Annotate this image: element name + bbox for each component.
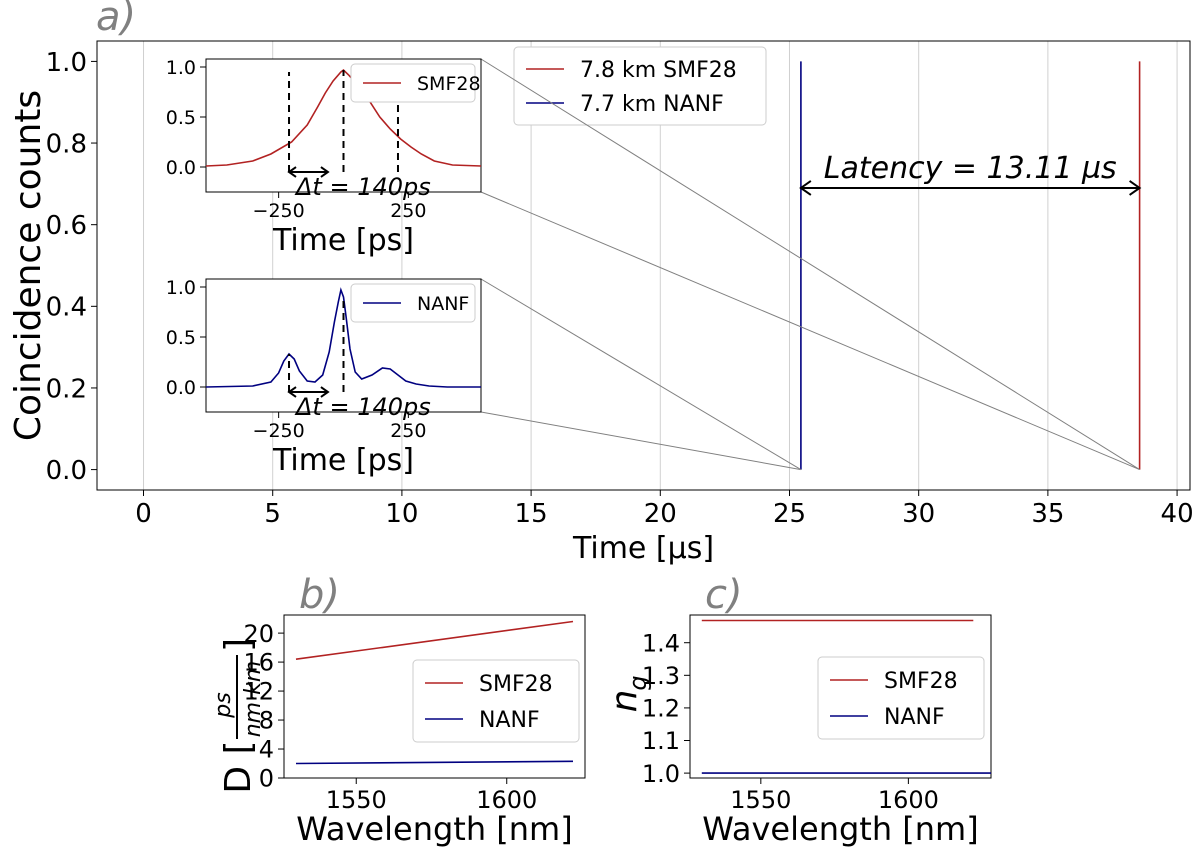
y-tick-label: 8 (259, 707, 274, 735)
y-axis-label-symbol: D [ (218, 740, 259, 793)
delta-t-arrow-head-left (287, 166, 297, 178)
legend-entry: SMF28 (479, 672, 553, 697)
x-axis-label: Time [µs] (572, 531, 714, 566)
y-tick-label: 0.2 (46, 374, 87, 404)
delta-t-arrow-head-right (320, 386, 330, 398)
delta-t-annotation: Δt = 140ps (294, 393, 431, 421)
delta-t-arrow-head-right (320, 166, 330, 178)
y-axis-label-numerator: ps (211, 692, 236, 718)
x-tick-label: 250 (390, 200, 426, 222)
plot-frame (283, 614, 586, 779)
series-line-nanf (295, 760, 574, 765)
legend-entry: NANF (884, 705, 945, 730)
y-tick-label: 1.2 (642, 695, 680, 723)
y-tick-label: 1.4 (642, 629, 680, 657)
y-tick-label: 1.1 (642, 727, 680, 755)
latency-arrow-head-left (799, 180, 812, 196)
y-axis-label: D [ ps nm·km] (211, 638, 266, 794)
y-axis-label-denominator: nm·km (241, 661, 266, 738)
series-line-nanf (205, 287, 481, 388)
group-index-plot: 1550 1600 1.0 1.1 1.2 1.3 1.4 Wavelength [nm] SM… (604, 614, 992, 848)
x-tick-label: 1600 (476, 786, 537, 814)
legend-entry: NANF (417, 293, 469, 315)
plot-frame (96, 40, 1191, 491)
leader-line (480, 411, 801, 471)
legend-box (350, 63, 476, 103)
legend-entry: SMF28 (884, 669, 958, 694)
x-tick-label: 0 (135, 499, 152, 529)
series-line-smf28 (205, 68, 482, 167)
x-tick-label: 35 (1031, 499, 1064, 529)
legend-box (350, 283, 476, 323)
x-tick-label: 10 (385, 499, 418, 529)
x-tick-label: 20 (644, 499, 677, 529)
x-tick-label: 1600 (878, 786, 939, 814)
y-tick-label: 0 (259, 765, 274, 793)
legend-entry: 7.8 km SMF28 (580, 58, 737, 83)
y-tick-label: 0.4 (46, 293, 87, 323)
y-tick-label: 0.0 (166, 157, 196, 179)
inset-smf28-plot: −250 250 0.0 0.5 1.0 Time [ps] Δt = 140ps SMF28 (166, 57, 482, 258)
legend-box (412, 659, 580, 743)
inset-nanf-plot: −250 250 0.0 0.5 1.0 Time [ps] Δt = 140ps NANF (166, 277, 482, 478)
latency-arrow-head-right (1129, 180, 1142, 196)
x-tick-label: −250 (253, 200, 305, 222)
y-tick-label: 0.0 (46, 456, 87, 486)
y-axis-label: Coincidence counts (8, 90, 49, 441)
y-axis-label-subscript: g (624, 675, 652, 690)
plot-frame (205, 278, 482, 413)
x-tick-label: −250 (253, 420, 305, 442)
y-axis-label-n: n (604, 690, 645, 713)
x-tick-label: 30 (902, 499, 935, 529)
x-tick-label: 1550 (326, 786, 387, 814)
x-axis-label: Time [ps] (272, 223, 414, 258)
legend-entry: NANF (479, 708, 540, 733)
y-tick-label: 0.5 (166, 327, 196, 349)
leader-line (480, 191, 1140, 471)
leader-line (480, 58, 1140, 471)
delta-t-annotation: Δt = 140ps (294, 173, 431, 201)
y-tick-label: 1.0 (46, 48, 87, 78)
x-tick-label: 5 (264, 499, 281, 529)
x-axis-label: Time [ps] (272, 443, 414, 478)
panel-label-c: c) (705, 572, 743, 618)
plot-frame (689, 614, 992, 779)
y-tick-label: 1.0 (166, 277, 196, 299)
legend-entry: SMF28 (417, 73, 481, 95)
plot-frame (205, 58, 482, 193)
y-tick-label: 1.0 (642, 760, 680, 788)
x-tick-label: 250 (390, 420, 426, 442)
y-tick-label: 1.0 (166, 57, 196, 79)
series-line-smf28 (295, 620, 574, 660)
x-tick-label: 15 (515, 499, 548, 529)
y-tick-label: 0.5 (166, 107, 196, 129)
y-axis-label: ng (604, 675, 652, 712)
panel-label-a: a) (96, 0, 136, 40)
y-tick-label: 16 (243, 649, 274, 677)
delta-t-arrow-head-left (287, 386, 297, 398)
y-axis-label-bracket: ] (218, 638, 259, 652)
main-plot: 0 5 10 15 20 25 30 35 40 0.0 0.2 0.4 0.6 0.8 1.0 Time [… (8, 40, 1194, 566)
x-tick-label: 25 (773, 499, 806, 529)
y-tick-label: 12 (243, 678, 274, 706)
legend-box (513, 46, 767, 126)
x-axis-label: Wavelength [nm] (702, 810, 978, 848)
zoom-leader-lines (480, 58, 1140, 471)
legend-entry: 7.7 km NANF (580, 92, 724, 117)
x-tick-label: 40 (1161, 499, 1194, 529)
x-axis-label: Wavelength [nm] (296, 810, 572, 848)
y-tick-label: 0.8 (46, 129, 87, 159)
y-tick-label: 4 (259, 736, 274, 764)
y-tick-label: 20 (243, 620, 274, 648)
y-tick-label: 0.0 (166, 377, 196, 399)
x-tick-label: 1550 (730, 786, 791, 814)
leader-line (480, 278, 802, 471)
panel-label-b: b) (299, 572, 340, 618)
y-tick-label: 1.3 (642, 662, 680, 690)
y-tick-label: 0.6 (46, 211, 87, 241)
latency-annotation: Latency = 13.11 µs (824, 151, 1117, 186)
legend-box (817, 656, 985, 740)
